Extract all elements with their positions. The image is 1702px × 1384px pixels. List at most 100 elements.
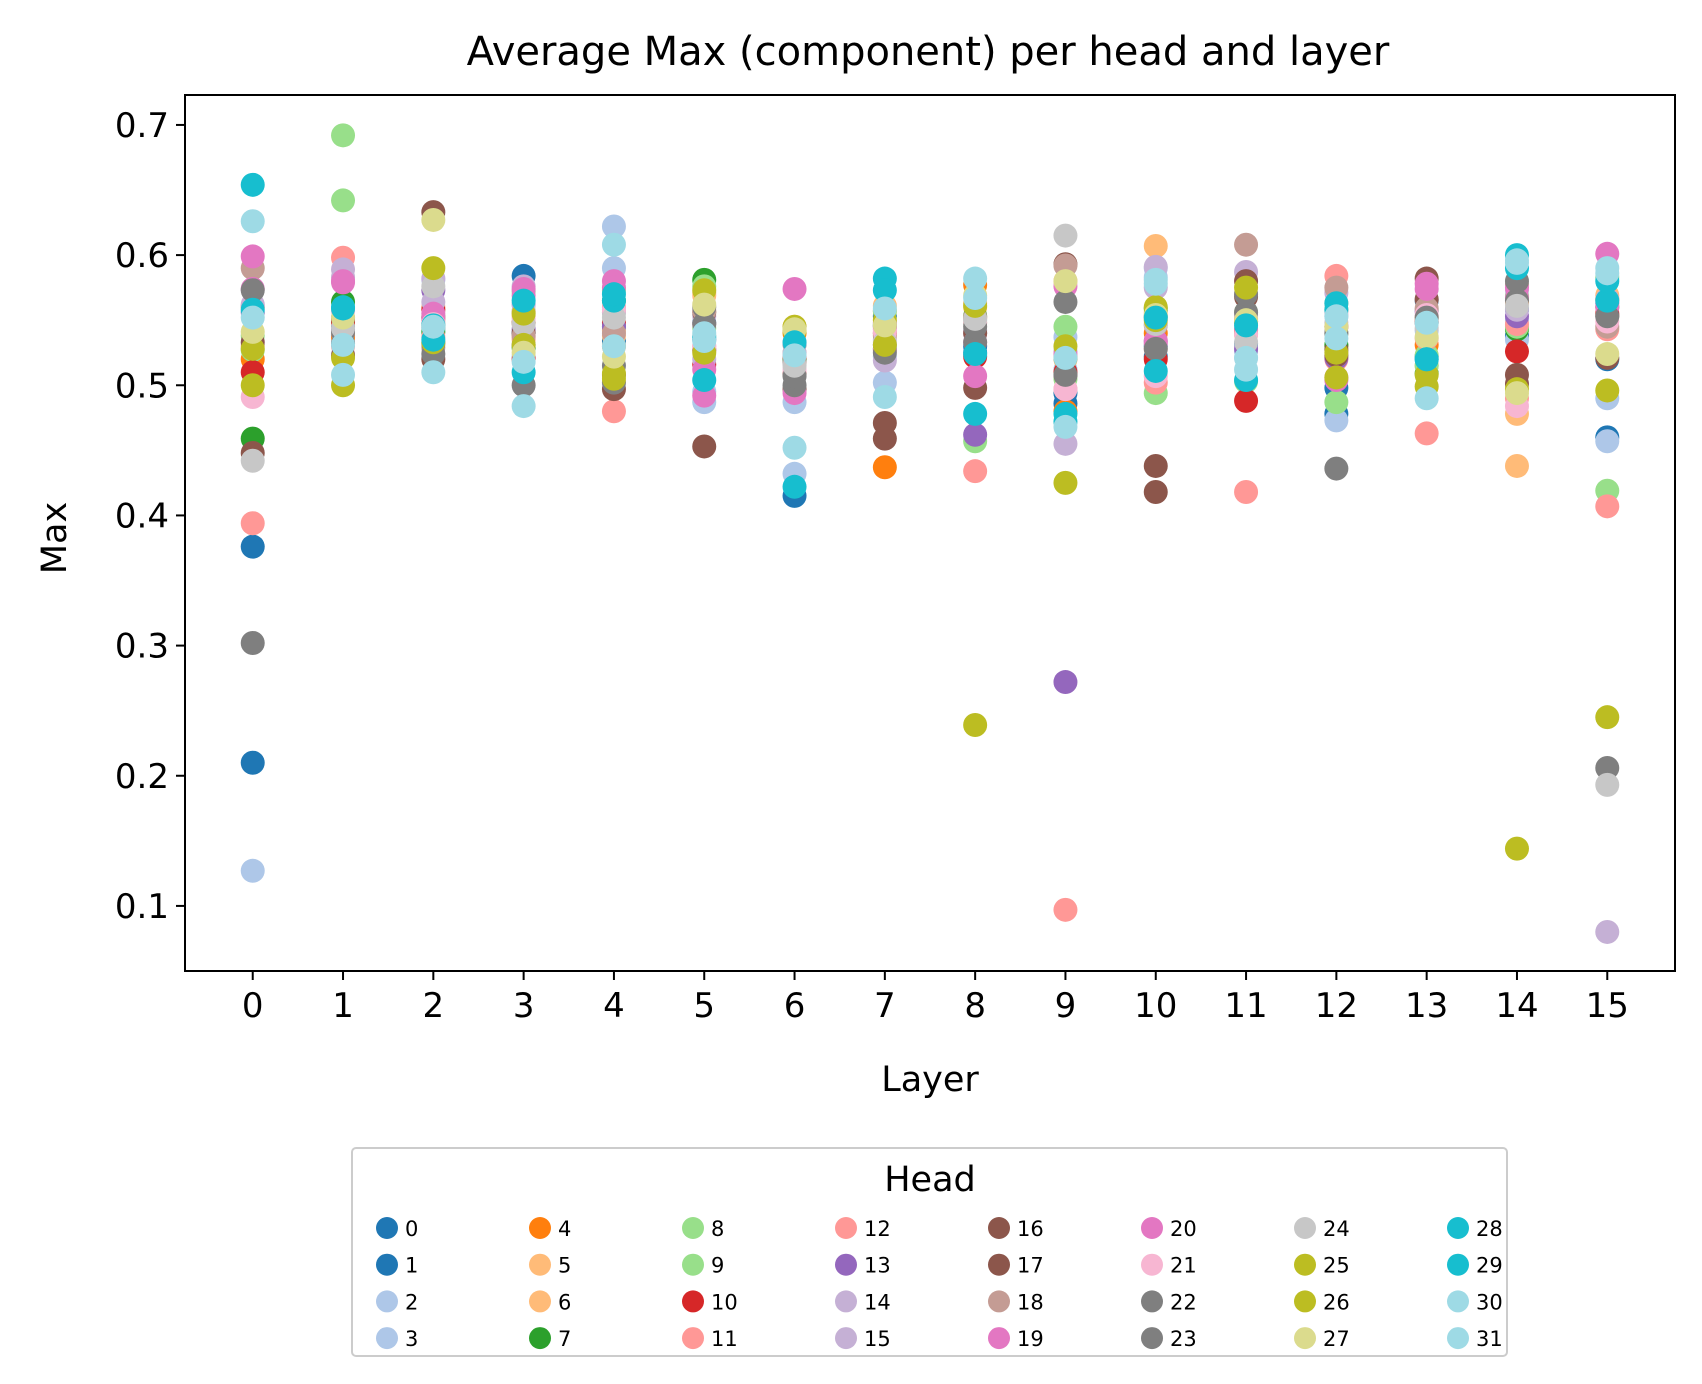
legend-marker bbox=[376, 1290, 398, 1313]
y-tick-label: 0.3 bbox=[115, 627, 169, 667]
x-tick-label: 14 bbox=[1495, 986, 1538, 1026]
x-tick-label: 6 bbox=[784, 986, 806, 1026]
legend-marker bbox=[988, 1217, 1010, 1239]
data-point bbox=[1504, 339, 1529, 364]
data-point bbox=[1595, 288, 1620, 313]
x-tick-label: 8 bbox=[964, 986, 986, 1026]
data-point bbox=[1143, 305, 1168, 330]
data-point bbox=[963, 364, 988, 389]
legend-label: 1 bbox=[405, 1254, 418, 1278]
legend-marker bbox=[835, 1253, 857, 1276]
data-point bbox=[692, 329, 717, 354]
data-point bbox=[421, 314, 446, 339]
data-point bbox=[601, 334, 626, 359]
legend-label: 31 bbox=[1476, 1327, 1503, 1351]
legend-marker bbox=[682, 1253, 704, 1276]
x-tick-label: 0 bbox=[242, 986, 264, 1026]
legend-marker bbox=[1141, 1290, 1163, 1313]
legend-marker bbox=[1141, 1253, 1163, 1276]
y-tick-label: 0.6 bbox=[115, 236, 169, 276]
legend-label: 4 bbox=[558, 1217, 571, 1241]
data-point bbox=[1143, 233, 1168, 258]
data-point bbox=[1414, 276, 1439, 301]
legend-label: 3 bbox=[405, 1327, 418, 1351]
legend-title: Head bbox=[884, 1160, 976, 1200]
data-point bbox=[240, 172, 265, 197]
legend-marker bbox=[682, 1290, 704, 1313]
data-point bbox=[692, 368, 717, 393]
data-point bbox=[331, 296, 356, 321]
chart-title: Average Max (component) per head and lay… bbox=[467, 29, 1390, 75]
legend-marker bbox=[988, 1327, 1010, 1350]
x-tick-label: 10 bbox=[1134, 986, 1177, 1026]
data-point bbox=[601, 361, 626, 386]
data-point bbox=[963, 422, 988, 447]
legend-marker bbox=[1447, 1217, 1469, 1239]
legend-marker bbox=[988, 1290, 1010, 1313]
data-point bbox=[1324, 304, 1349, 329]
x-tick-label: 2 bbox=[423, 986, 445, 1026]
x-axis-ticks: 0 1 2 3 4 5 6 7 8 9 10 11 12 13 14 15 bbox=[242, 971, 1629, 1026]
x-tick-label: 5 bbox=[693, 986, 715, 1026]
legend-label: 2 bbox=[405, 1290, 418, 1314]
data-point bbox=[1414, 347, 1439, 372]
data-point bbox=[1595, 919, 1620, 944]
legend-label: 22 bbox=[1170, 1290, 1197, 1314]
data-point bbox=[1053, 431, 1078, 456]
x-tick-label: 15 bbox=[1586, 986, 1629, 1026]
data-point bbox=[1595, 378, 1620, 403]
x-tick-label: 11 bbox=[1224, 986, 1267, 1026]
data-point bbox=[601, 232, 626, 257]
legend: Head 01234567891011121314151617181920212… bbox=[351, 1147, 1508, 1357]
legend-marker bbox=[529, 1290, 551, 1313]
data-point bbox=[872, 426, 897, 451]
data-point bbox=[1595, 342, 1620, 367]
data-point bbox=[1053, 414, 1078, 439]
data-point bbox=[1324, 326, 1349, 351]
legend-label: 24 bbox=[1323, 1217, 1350, 1241]
data-point bbox=[240, 373, 265, 398]
data-point bbox=[782, 474, 807, 499]
data-point bbox=[1324, 408, 1349, 433]
data-point bbox=[1234, 275, 1259, 300]
legend-marker bbox=[1141, 1327, 1163, 1350]
y-tick-label: 0.2 bbox=[115, 757, 169, 797]
data-point bbox=[1234, 388, 1259, 413]
data-point bbox=[240, 630, 265, 655]
data-marks bbox=[240, 123, 1620, 944]
data-point bbox=[782, 276, 807, 301]
data-point bbox=[601, 399, 626, 424]
data-point bbox=[1143, 479, 1168, 504]
x-tick-label: 4 bbox=[603, 986, 625, 1026]
y-tick-label: 0.5 bbox=[115, 366, 169, 406]
data-point bbox=[872, 384, 897, 409]
data-point bbox=[331, 270, 356, 295]
data-point bbox=[1143, 453, 1168, 478]
legend-label: 10 bbox=[711, 1290, 738, 1314]
data-point bbox=[1595, 755, 1620, 780]
legend-marker bbox=[376, 1217, 398, 1239]
legend-frame bbox=[351, 1147, 1508, 1357]
data-point bbox=[1143, 267, 1168, 292]
legend-label: 30 bbox=[1476, 1290, 1503, 1314]
data-point bbox=[963, 266, 988, 291]
data-point bbox=[240, 448, 265, 473]
legend-marker bbox=[529, 1217, 551, 1239]
legend-marker bbox=[1447, 1290, 1469, 1313]
data-point bbox=[963, 401, 988, 426]
data-point bbox=[511, 349, 536, 374]
data-point bbox=[331, 188, 356, 213]
data-point bbox=[1053, 289, 1078, 314]
data-point bbox=[240, 278, 265, 303]
data-point bbox=[1234, 232, 1259, 257]
data-point bbox=[240, 534, 265, 559]
legend-label: 15 bbox=[864, 1327, 891, 1351]
x-axis-label: Layer bbox=[881, 1060, 979, 1100]
data-point bbox=[1053, 670, 1078, 695]
legend-label: 20 bbox=[1170, 1217, 1197, 1241]
data-point bbox=[1053, 314, 1078, 339]
data-point bbox=[1053, 470, 1078, 495]
legend-marker bbox=[1294, 1290, 1316, 1313]
legend-marker bbox=[682, 1217, 704, 1239]
